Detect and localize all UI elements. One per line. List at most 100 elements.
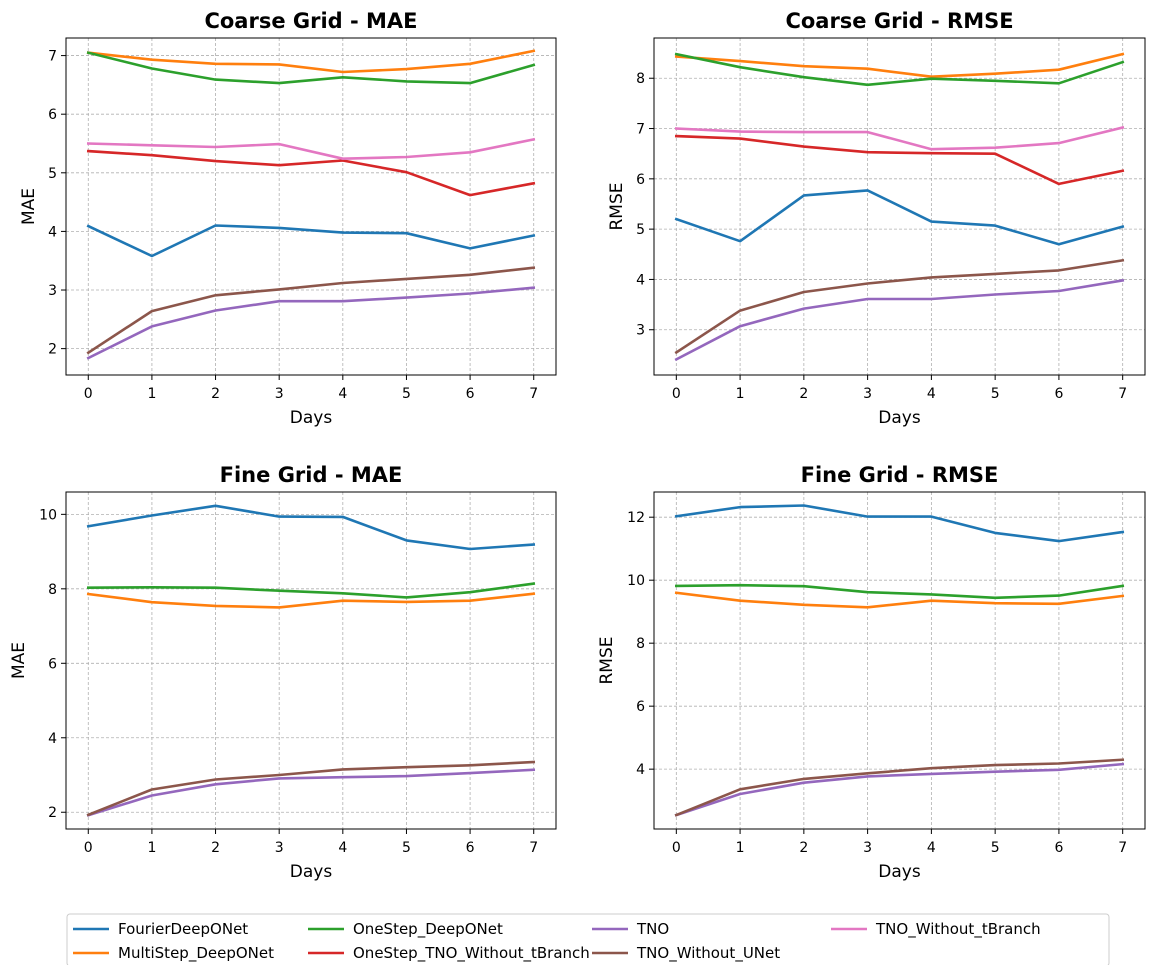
x-tick-label: 3 (275, 386, 284, 402)
x-axis-label: Days (878, 862, 921, 882)
y-tick-label: 4 (48, 731, 57, 747)
legend: FourierDeepONet MultiStep_DeepONet OneStep… (66, 913, 1110, 965)
x-tick-label: 6 (1054, 840, 1063, 856)
x-tick-label: 1 (736, 386, 745, 402)
legend-item-fourierdeeponet: FourierDeepONet (73, 920, 248, 938)
y-tick-label: 8 (48, 582, 57, 598)
series-line-fourierdeeponet (86, 224, 536, 258)
y-tick-label: 8 (636, 71, 645, 87)
series-line-fourierdeeponet (674, 189, 1125, 246)
y-tick-label: 4 (636, 762, 645, 778)
x-tick-label: 1 (147, 386, 156, 402)
x-tick-label: 1 (736, 840, 745, 856)
series-line-onestep-tno-without-tbranch (86, 149, 536, 197)
series-line-tno-without-tbranch (86, 137, 536, 160)
y-tick-label: 7 (48, 49, 57, 65)
series-line-tno-without-tbranch (674, 125, 1125, 151)
legend-item-onestep-tno-without-tbranch: OneStep_TNO_Without_tBranch (308, 944, 590, 963)
y-axis-label: RMSE (607, 182, 627, 230)
x-tick-label: 0 (672, 386, 681, 402)
x-tick-label: 5 (402, 386, 411, 402)
y-axis-label: RMSE (597, 636, 617, 684)
series-line-onestep-deeponet (86, 582, 536, 599)
series-line-multistep-deeponet (674, 591, 1125, 609)
legend-item-multistep-deeponet: MultiStep_DeepONet (73, 944, 274, 963)
series-line-onestep-deeponet (674, 583, 1125, 600)
panel-coarse-rmse: Coarse Grid - RMSE 0 1 2 3 4 5 6 7 3 4 5 6 7 8 Days R… (607, 9, 1146, 428)
panel-title: Fine Grid - MAE (220, 463, 403, 487)
y-tick-label: 6 (636, 699, 645, 715)
y-tick-label: 2 (48, 805, 57, 821)
panel-title: Fine Grid - RMSE (801, 463, 999, 487)
series-line-tno (674, 762, 1125, 817)
x-tick-label: 7 (529, 840, 538, 856)
legend-item-onestep-deeponet: OneStep_DeepONet (308, 920, 503, 939)
series-line-tno-without-unet (674, 258, 1125, 355)
legend-label: OneStep_TNO_Without_tBranch (353, 944, 590, 963)
x-tick-label: 3 (275, 840, 284, 856)
y-tick-label: 5 (48, 166, 57, 182)
x-tick-label: 0 (84, 386, 93, 402)
x-tick-label: 0 (84, 840, 93, 856)
x-tick-label: 3 (863, 840, 872, 856)
y-tick-label: 4 (48, 224, 57, 240)
x-tick-label: 7 (1118, 386, 1127, 402)
x-axis-label: Days (290, 408, 333, 428)
series-line-fourierdeeponet (86, 504, 536, 551)
x-tick-label: 5 (991, 386, 1000, 402)
x-tick-label: 6 (466, 840, 475, 856)
legend-item-tno-without-tbranch: TNO_Without_tBranch (831, 920, 1041, 939)
y-tick-label: 3 (636, 323, 645, 339)
plot-frame (653, 491, 1146, 830)
y-axis-label: MAE (9, 642, 29, 679)
x-tick-label: 4 (338, 840, 347, 856)
x-tick-label: 2 (799, 386, 808, 402)
series-line-multistep-deeponet (674, 52, 1125, 78)
y-tick-label: 3 (48, 283, 57, 299)
x-tick-label: 4 (927, 386, 936, 402)
plot-frame (65, 491, 557, 830)
series-line-tno-without-unet (86, 266, 536, 355)
series-line-onestep-tno-without-tbranch (674, 134, 1125, 186)
series-line-fourierdeeponet (674, 504, 1125, 543)
legend-label: TNO (636, 920, 669, 938)
y-tick-label: 5 (636, 222, 645, 238)
y-tick-label: 10 (627, 573, 645, 589)
legend-label: MultiStep_DeepONet (118, 944, 274, 963)
x-tick-label: 3 (863, 386, 872, 402)
legend-item-tno: TNO (592, 920, 669, 938)
y-axis-label: MAE (19, 188, 39, 225)
series-line-tno-without-unet (86, 760, 536, 817)
series-line-multistep-deeponet (86, 592, 536, 609)
x-tick-label: 6 (1054, 386, 1063, 402)
panel-title: Coarse Grid - MAE (204, 9, 417, 33)
x-tick-label: 2 (211, 840, 220, 856)
legend-label: TNO_Without_tBranch (875, 920, 1041, 939)
y-tick-label: 8 (636, 636, 645, 652)
y-tick-label: 10 (39, 507, 57, 523)
x-tick-label: 7 (529, 386, 538, 402)
series-line-onestep-deeponet (86, 51, 536, 85)
x-axis-label: Days (878, 408, 921, 428)
series-line-tno (86, 768, 536, 817)
y-tick-label: 6 (48, 656, 57, 672)
legend-label: TNO_Without_UNet (636, 944, 780, 963)
x-tick-label: 0 (672, 840, 681, 856)
y-tick-label: 12 (627, 510, 645, 526)
y-tick-label: 4 (636, 272, 645, 288)
y-tick-label: 6 (636, 172, 645, 188)
series-line-multistep-deeponet (86, 49, 536, 74)
panel-title: Coarse Grid - RMSE (785, 9, 1013, 33)
y-tick-label: 2 (48, 342, 57, 358)
y-tick-label: 6 (48, 107, 57, 123)
series-line-tno-without-unet (674, 758, 1125, 817)
series-line-tno (674, 278, 1125, 362)
x-tick-label: 7 (1118, 840, 1127, 856)
plot-frame (65, 37, 557, 376)
series-line-tno (86, 286, 536, 360)
y-tick-label: 7 (636, 122, 645, 138)
x-tick-label: 6 (466, 386, 475, 402)
legend-item-tno-without-unet: TNO_Without_UNet (592, 944, 780, 963)
